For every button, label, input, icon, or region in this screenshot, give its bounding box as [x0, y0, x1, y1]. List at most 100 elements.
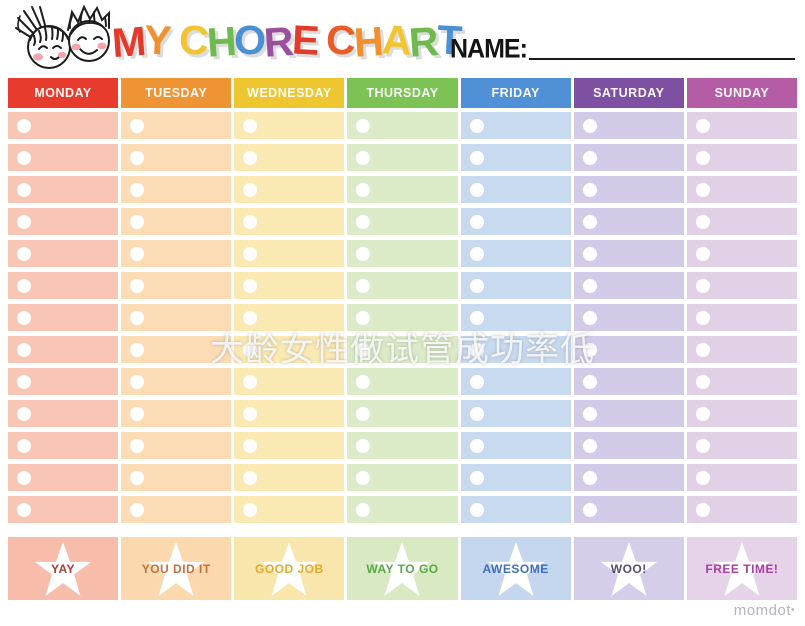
chore-dot-icon [17, 406, 31, 421]
chore-dot-icon [356, 470, 371, 485]
chore-row [686, 336, 797, 363]
chore-dot-icon [243, 182, 258, 197]
chore-dot-icon [582, 406, 597, 421]
chore-row [234, 496, 345, 523]
title-letter: E [290, 15, 319, 64]
chore-row [460, 208, 571, 235]
chore-dot-icon [469, 374, 484, 389]
chore-dot-icon [356, 406, 371, 421]
chore-row [121, 112, 232, 139]
chore-row [460, 272, 571, 299]
chore-dot-icon [130, 310, 145, 325]
chore-dot-icon [243, 470, 258, 485]
chore-row [121, 272, 232, 299]
day-column-monday: MONDAY YAY [8, 78, 119, 600]
chore-dot-icon [695, 246, 710, 261]
chore-dot-icon [695, 342, 710, 357]
chore-dot-icon [469, 502, 484, 517]
chore-row [573, 176, 684, 203]
chore-row [460, 176, 571, 203]
chore-dot-icon [469, 470, 484, 485]
chore-row [573, 144, 684, 171]
reward-label: YOU DID IT [141, 561, 211, 576]
chore-row [460, 112, 571, 139]
chore-dot-icon [695, 502, 710, 517]
chore-dot-icon [582, 150, 597, 165]
reward-label: FREE TIME! [705, 561, 779, 576]
chore-dot-icon [695, 182, 710, 197]
chore-row [347, 496, 458, 523]
chore-dot-icon [469, 310, 484, 325]
chore-row [121, 496, 232, 523]
chore-dot-icon [582, 470, 597, 485]
title-letter: A [380, 15, 411, 64]
reward-box-monday: YAY [8, 537, 119, 600]
chore-row [573, 240, 684, 267]
day-header-saturday: SATURDAY [573, 78, 684, 108]
chore-row [347, 400, 458, 427]
chore-dot-icon [469, 278, 484, 293]
chore-row [8, 432, 119, 459]
chore-row [8, 464, 119, 491]
name-row: NAME: [450, 28, 795, 62]
chore-dot-icon [243, 118, 258, 133]
chore-row [686, 400, 797, 427]
chore-dot-icon [582, 246, 597, 261]
reward-box-friday: AWESOME [460, 537, 571, 600]
chore-row [234, 272, 345, 299]
day-column-saturday: SATURDAY WOO! [573, 78, 684, 600]
title-letter: H [352, 17, 384, 66]
reward-box-sunday: FREE TIME! [686, 537, 797, 600]
chore-dot-icon [17, 246, 31, 261]
chore-dot-icon [469, 118, 484, 133]
chore-row [573, 304, 684, 331]
chore-row [8, 304, 119, 331]
momdot-logo: momdot• [733, 602, 795, 619]
star-icon [713, 541, 771, 596]
chore-row [686, 304, 797, 331]
chore-dot-icon [356, 502, 371, 517]
chore-row [573, 400, 684, 427]
chore-row [234, 144, 345, 171]
chore-dot-icon [582, 502, 597, 517]
chore-row [347, 432, 458, 459]
chore-dot-icon [356, 118, 371, 133]
chore-dot-icon [17, 342, 31, 357]
chore-dot-icon [17, 182, 31, 197]
reward-box-wednesday: GOOD JOB [234, 537, 345, 600]
chore-dot-icon [243, 246, 258, 261]
title-letter: O [233, 15, 266, 64]
chore-row [347, 304, 458, 331]
reward-box-saturday: WOO! [573, 537, 684, 600]
chore-row [8, 368, 119, 395]
chore-dot-icon [469, 342, 484, 357]
chore-row [121, 208, 232, 235]
chore-dot-icon [130, 470, 145, 485]
star-icon [374, 541, 431, 596]
chore-row [573, 496, 684, 523]
title-letter: C [177, 15, 208, 64]
chore-dot-icon [130, 150, 145, 165]
chore-row [234, 464, 345, 491]
chore-dot-icon [695, 374, 710, 389]
chore-dot-icon [17, 278, 31, 293]
chore-row [460, 240, 571, 267]
chore-row [8, 336, 119, 363]
chore-chart-grid: MONDAY YAY TUESDAY YOU DID IT WEDNESDAY GOOD … [8, 78, 797, 600]
chore-dot-icon [695, 278, 710, 293]
chore-dot-icon [469, 150, 484, 165]
chore-dot-icon [356, 182, 371, 197]
chore-dot-icon [243, 214, 258, 229]
chore-dot-icon [243, 278, 258, 293]
chore-dot-icon [695, 310, 710, 325]
chore-dot-icon [582, 182, 597, 197]
chore-dot-icon [130, 118, 145, 133]
chore-dot-icon [695, 118, 710, 133]
chore-row [347, 464, 458, 491]
chore-dot-icon [695, 406, 710, 421]
reward-box-thursday: WAY TO GO [347, 537, 458, 600]
name-label: NAME: [450, 33, 528, 65]
reward-label: YAY [51, 561, 76, 576]
chore-row [347, 112, 458, 139]
